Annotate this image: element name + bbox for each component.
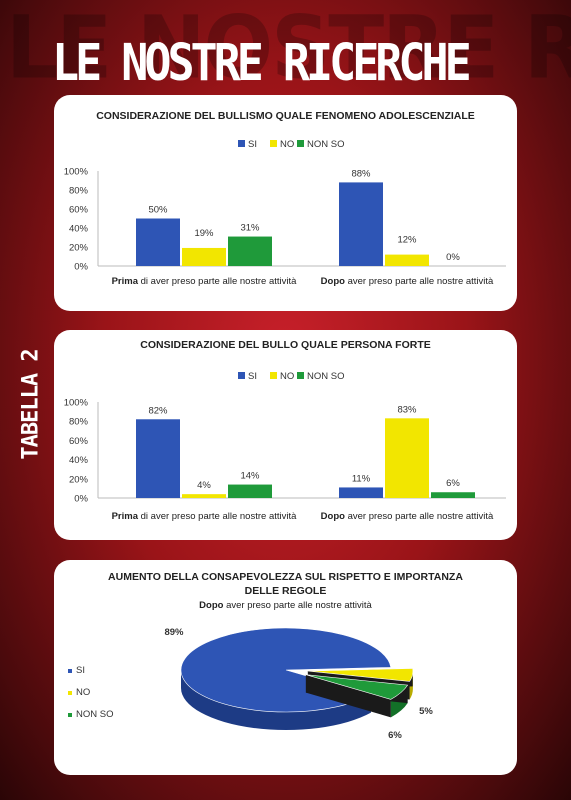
pie-data-label: 89% [164, 627, 184, 638]
chart-subtitle: Dopo aver preso parte alle nostre attivi… [199, 600, 372, 611]
pie-slice-cutface-non-so [305, 674, 391, 718]
chart-card-bullismo: CONSIDERAZIONE DEL BULLISMO QUALE FENOME… [54, 95, 517, 311]
bar-non-so-prima [228, 484, 272, 498]
pie-slice-top-no [307, 668, 414, 682]
data-label: 83% [397, 404, 417, 415]
data-label: 82% [148, 405, 168, 416]
y-tick-label: 0% [74, 262, 88, 273]
legend-swatch-no [68, 691, 72, 695]
pie-chart-regole: AUMENTO DELLA CONSAPEVOLEZZA SUL RISPETT… [68, 571, 463, 741]
legend-label: NO [280, 371, 294, 382]
category-label: Dopo aver preso parte alle nostre attivi… [321, 276, 494, 287]
y-tick-label: 100% [64, 398, 89, 409]
y-tick-label: 40% [69, 224, 89, 235]
legend-label: NON SO [76, 709, 113, 720]
bar-si-prima [136, 419, 180, 498]
y-tick-label: 100% [64, 167, 89, 178]
legend-swatch-no [270, 372, 277, 379]
y-tick-label: 60% [69, 436, 89, 447]
legend-label: SI [76, 665, 85, 676]
data-label: 14% [240, 471, 260, 482]
bar-no-prima [182, 494, 226, 498]
pie-slice-top-non-so [305, 674, 409, 700]
y-tick-label: 20% [69, 243, 89, 254]
legend-label: NO [280, 139, 294, 150]
legend-swatch-si [68, 669, 72, 673]
legend-swatch-si [238, 372, 245, 379]
legend-label: SI [248, 139, 257, 150]
pie-data-label: 6% [388, 730, 402, 741]
category-label: Prima di aver preso parte alle nostre at… [112, 511, 298, 522]
bar-no-dopo [385, 418, 429, 498]
data-label: 4% [197, 480, 211, 491]
bar-si-dopo [339, 182, 383, 266]
category-label: Prima di aver preso parte alle nostre at… [112, 276, 298, 287]
pie-slice-side-si [181, 670, 371, 730]
bar-chart-bullismo: CONSIDERAZIONE DEL BULLISMO QUALE FENOME… [64, 110, 506, 287]
background-title-watermark: LE NOSTRE RICERCHE [6, 1, 571, 97]
y-tick-label: 60% [69, 205, 89, 216]
bar-si-dopo [339, 487, 383, 498]
chart-title: CONSIDERAZIONE DEL BULLISMO QUALE FENOME… [96, 110, 475, 122]
bar-non-so-dopo [431, 492, 475, 498]
bar-no-dopo [385, 254, 429, 266]
bar-non-so-prima [228, 236, 272, 266]
category-label: Dopo aver preso parte alle nostre attivi… [321, 511, 494, 522]
y-tick-label: 0% [74, 494, 88, 505]
page-title: LE NOSTRE RICERCHE [52, 33, 472, 93]
chart-title-line-2: DELLE REGOLE [245, 585, 327, 597]
data-label: 19% [194, 228, 214, 239]
data-label: 88% [351, 168, 371, 179]
bar-si-prima [136, 218, 180, 266]
legend-swatch-si [238, 140, 245, 147]
y-tick-label: 20% [69, 474, 89, 485]
y-tick-label: 40% [69, 455, 89, 466]
legend-swatch-non-so [68, 713, 72, 717]
side-label-tabella: TABELLA 2 [18, 349, 44, 460]
data-label: 31% [240, 223, 260, 234]
data-label: 12% [397, 235, 417, 246]
pie-data-label: 5% [419, 706, 433, 717]
data-label: 11% [352, 473, 371, 484]
bar-no-prima [182, 247, 226, 266]
chart-card-regole: AUMENTO DELLA CONSAPEVOLEZZA SUL RISPETT… [54, 560, 517, 775]
data-label: 50% [148, 205, 168, 216]
y-tick-label: 80% [69, 417, 89, 428]
legend-label: SI [248, 371, 257, 382]
y-tick-label: 80% [69, 186, 89, 197]
legend-swatch-no [270, 140, 277, 147]
chart-title-line-1: AUMENTO DELLA CONSAPEVOLEZZA SUL RISPETT… [108, 571, 463, 583]
legend-swatch-non-so [297, 372, 304, 379]
data-label: 6% [446, 478, 460, 489]
data-label: 0% [446, 252, 460, 263]
bar-chart-bullo: CONSIDERAZIONE DEL BULLO QUALE PERSONA F… [64, 339, 506, 522]
legend-label: NON SO [307, 139, 344, 150]
legend-label: NO [76, 687, 90, 698]
legend-swatch-non-so [297, 140, 304, 147]
chart-card-bullo: CONSIDERAZIONE DEL BULLO QUALE PERSONA F… [54, 330, 517, 540]
legend-label: NON SO [307, 371, 344, 382]
chart-title: CONSIDERAZIONE DEL BULLO QUALE PERSONA F… [140, 339, 431, 351]
